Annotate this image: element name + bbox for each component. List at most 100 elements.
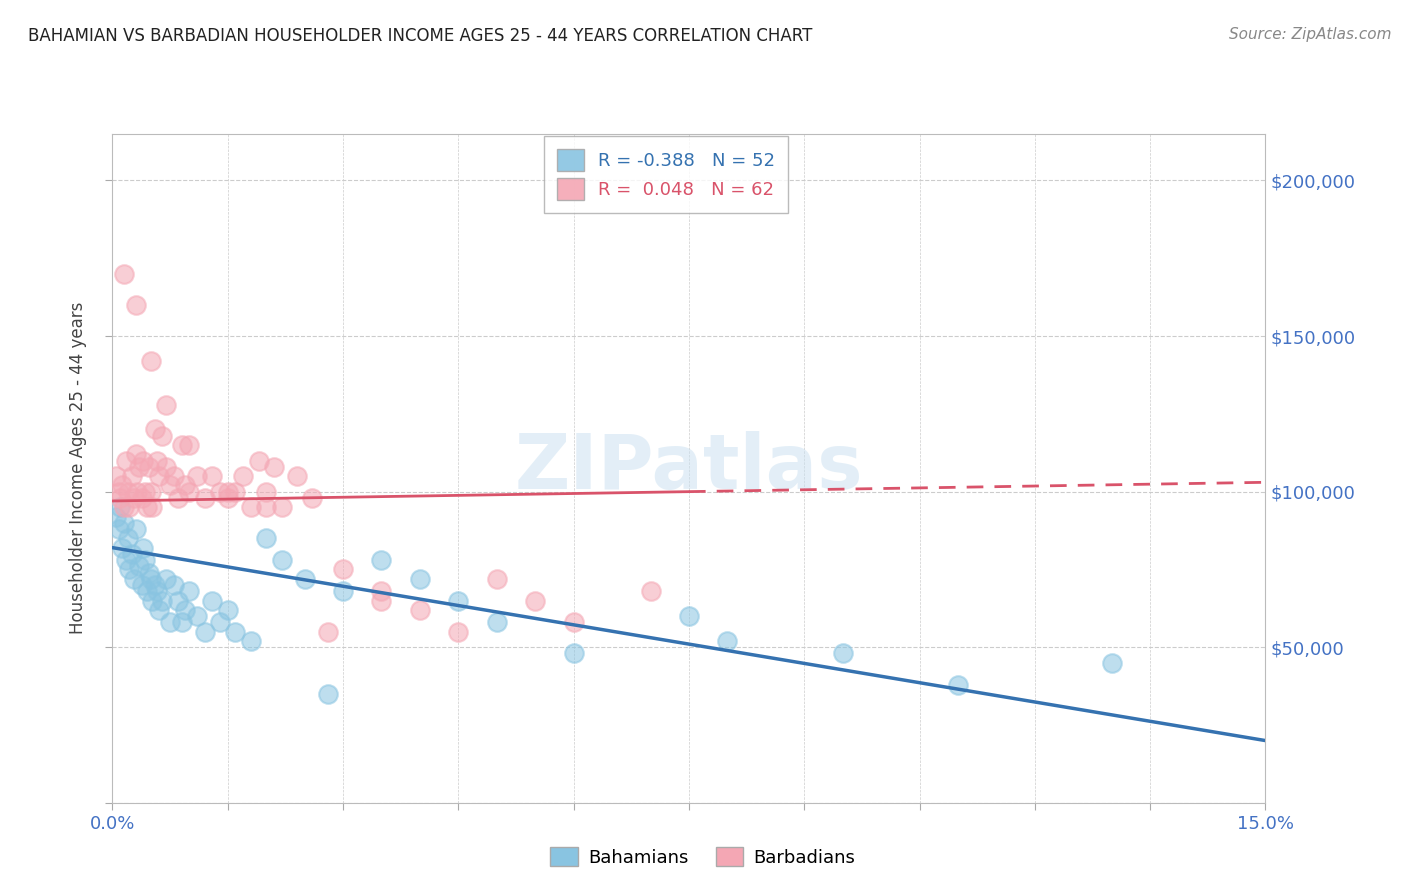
Point bbox=[217, 491, 239, 505]
Point bbox=[131, 491, 153, 505]
Point bbox=[138, 566, 160, 580]
Point bbox=[370, 593, 392, 607]
Point bbox=[224, 484, 246, 499]
Point bbox=[270, 553, 292, 567]
Text: BAHAMIAN VS BARBADIAN HOUSEHOLDER INCOME AGES 25 - 44 YEARS CORRELATION CHART: BAHAMIAN VS BARBADIAN HOUSEHOLDER INCOME… bbox=[28, 27, 813, 45]
Point bbox=[179, 438, 201, 452]
Point bbox=[132, 453, 155, 467]
Point bbox=[254, 484, 277, 499]
Point bbox=[409, 572, 432, 586]
Point bbox=[115, 553, 138, 567]
Point bbox=[316, 687, 339, 701]
Point bbox=[194, 491, 217, 505]
Point bbox=[174, 478, 197, 492]
Point bbox=[946, 677, 969, 691]
Point bbox=[370, 584, 392, 599]
Y-axis label: Householder Income Ages 25 - 44 years: Householder Income Ages 25 - 44 years bbox=[69, 302, 87, 634]
Point bbox=[201, 469, 224, 483]
Point bbox=[121, 547, 143, 561]
Point bbox=[124, 447, 146, 461]
Point bbox=[148, 603, 170, 617]
Point bbox=[254, 500, 277, 515]
Point bbox=[138, 459, 160, 474]
Point bbox=[118, 500, 141, 515]
Point bbox=[152, 593, 174, 607]
Point bbox=[124, 298, 146, 312]
Point bbox=[152, 428, 174, 442]
Point bbox=[125, 484, 148, 499]
Point bbox=[239, 500, 262, 515]
Point bbox=[409, 603, 432, 617]
Point bbox=[209, 484, 232, 499]
Point bbox=[146, 453, 169, 467]
Point bbox=[117, 531, 139, 545]
Point bbox=[179, 584, 201, 599]
Point bbox=[117, 484, 139, 499]
Point bbox=[186, 609, 208, 624]
Point bbox=[112, 267, 135, 281]
Point bbox=[186, 469, 208, 483]
Point bbox=[640, 584, 662, 599]
Legend: R = -0.388   N = 52, R =  0.048   N = 62: R = -0.388 N = 52, R = 0.048 N = 62 bbox=[544, 136, 787, 212]
Point bbox=[201, 593, 224, 607]
Point bbox=[112, 500, 135, 515]
Text: ZIPatlas: ZIPatlas bbox=[515, 432, 863, 505]
Point bbox=[112, 516, 135, 530]
Point bbox=[370, 553, 392, 567]
Point bbox=[111, 478, 134, 492]
Point bbox=[146, 584, 169, 599]
Legend: Bahamians, Barbadians: Bahamians, Barbadians bbox=[543, 840, 863, 874]
Point bbox=[217, 484, 239, 499]
Point bbox=[716, 634, 738, 648]
Point bbox=[239, 634, 262, 648]
Point bbox=[107, 484, 129, 499]
Point bbox=[139, 572, 162, 586]
Text: Source: ZipAtlas.com: Source: ZipAtlas.com bbox=[1229, 27, 1392, 42]
Point bbox=[332, 584, 354, 599]
Point bbox=[121, 469, 143, 483]
Point bbox=[122, 491, 145, 505]
Point bbox=[224, 624, 246, 639]
Point bbox=[166, 491, 188, 505]
Point bbox=[163, 469, 186, 483]
Point bbox=[111, 541, 134, 555]
Point bbox=[141, 500, 163, 515]
Point bbox=[141, 593, 163, 607]
Point bbox=[485, 572, 508, 586]
Point bbox=[263, 459, 285, 474]
Point bbox=[159, 478, 181, 492]
Point bbox=[270, 500, 292, 515]
Point bbox=[447, 624, 470, 639]
Point bbox=[139, 354, 162, 368]
Point bbox=[485, 615, 508, 630]
Point bbox=[128, 559, 150, 574]
Point bbox=[105, 469, 128, 483]
Point bbox=[155, 572, 177, 586]
Point bbox=[678, 609, 700, 624]
Point bbox=[115, 453, 138, 467]
Point bbox=[562, 615, 585, 630]
Point bbox=[166, 593, 188, 607]
Point bbox=[170, 438, 193, 452]
Point bbox=[562, 647, 585, 661]
Point bbox=[447, 593, 470, 607]
Point bbox=[136, 584, 159, 599]
Point bbox=[294, 572, 316, 586]
Point bbox=[209, 615, 232, 630]
Point bbox=[831, 647, 853, 661]
Point bbox=[148, 469, 170, 483]
Point bbox=[179, 484, 201, 499]
Point bbox=[332, 562, 354, 576]
Point bbox=[124, 522, 146, 536]
Point bbox=[118, 562, 141, 576]
Point bbox=[131, 578, 153, 592]
Point bbox=[143, 578, 166, 592]
Point bbox=[134, 553, 156, 567]
Point bbox=[1101, 656, 1123, 670]
Point bbox=[143, 422, 166, 436]
Point bbox=[108, 491, 131, 505]
Point bbox=[163, 578, 186, 592]
Point bbox=[194, 624, 217, 639]
Point bbox=[217, 603, 239, 617]
Point bbox=[316, 624, 339, 639]
